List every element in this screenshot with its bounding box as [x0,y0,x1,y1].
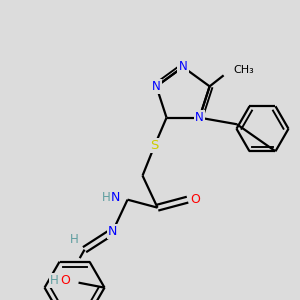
Text: H: H [102,191,110,204]
Text: N: N [195,111,204,124]
Text: H: H [70,233,79,246]
Text: S: S [150,139,159,152]
Text: O: O [190,193,200,206]
Text: N: N [108,225,117,238]
Text: N: N [178,61,188,74]
Text: N: N [111,191,121,204]
Text: O: O [61,274,70,287]
Text: N: N [152,80,161,93]
Text: H: H [50,274,58,287]
Text: CH₃: CH₃ [234,65,254,75]
